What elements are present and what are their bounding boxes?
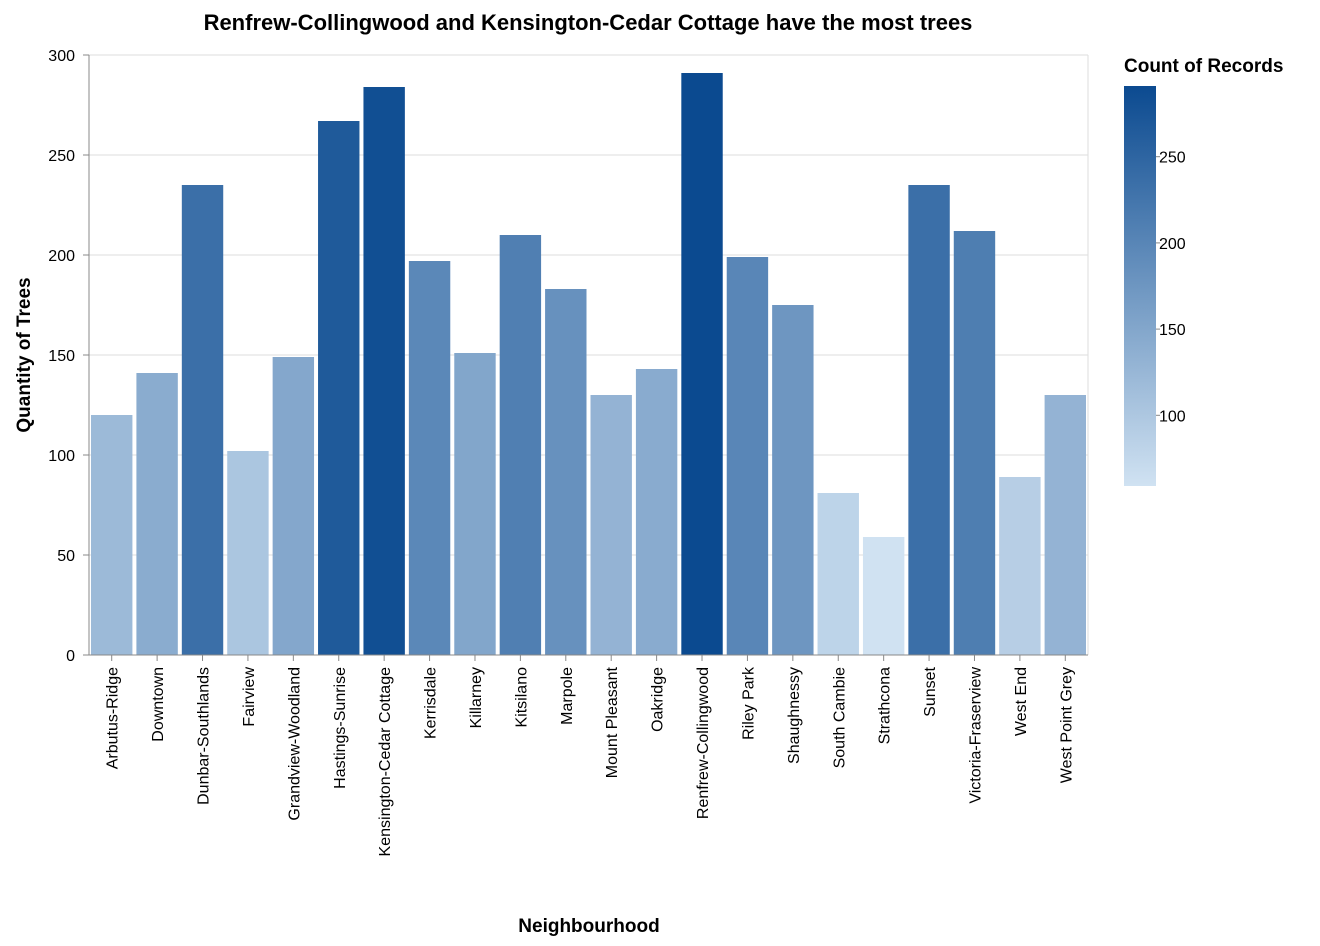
x-tick-label: South Cambie <box>831 667 848 768</box>
y-tick-label: 0 <box>66 648 75 665</box>
bar <box>318 121 360 655</box>
y-tick-label: 300 <box>48 48 75 65</box>
bar <box>726 257 769 655</box>
x-tick-label: Marpole <box>559 667 576 725</box>
bar <box>136 373 178 655</box>
bar <box>545 289 587 655</box>
x-tick-label: Kensington-Cedar Cottage <box>377 667 394 857</box>
x-tick-label: Riley Park <box>740 666 757 740</box>
axes: 0 50 100 150 200 250 300 Arbutus-Ridge Downtown D… <box>48 48 1088 856</box>
color-legend: Count of Records 100 150 200 250 <box>1124 56 1283 486</box>
x-tick-label: Fairview <box>241 667 258 727</box>
bar <box>953 231 996 655</box>
x-tick-label: Oakridge <box>650 667 667 732</box>
x-tick-label: Mount Pleasant <box>604 666 621 778</box>
y-tick-label: 150 <box>48 348 75 365</box>
x-tick-label: Kitsilano <box>513 667 530 728</box>
bar <box>227 451 269 655</box>
x-tick-label: West End <box>1013 667 1030 736</box>
x-tick-label: Dunbar-Southlands <box>196 667 213 805</box>
y-tick-label: 100 <box>48 448 75 465</box>
x-tick-label: Hastings-Sunrise <box>332 667 349 789</box>
bar <box>91 415 133 655</box>
bar <box>817 493 859 655</box>
x-tick-label: West Point Grey <box>1058 667 1075 783</box>
x-tick-label: Sunset <box>922 666 939 716</box>
x-tick-label: Shaughnessy <box>786 667 803 764</box>
bar <box>499 235 542 655</box>
x-tick-label: Kerrisdale <box>423 667 440 739</box>
y-tick-label: 50 <box>57 548 75 565</box>
x-tick-label: Victoria-Fraserview <box>967 667 984 804</box>
legend-gradient-bar <box>1124 86 1156 486</box>
bar <box>408 261 451 655</box>
bar <box>454 353 496 655</box>
x-axis-title: Neighbourhood <box>518 916 659 937</box>
x-tick-label: Killarney <box>468 667 485 728</box>
bar <box>999 477 1041 655</box>
bar <box>181 185 224 655</box>
bar <box>272 357 315 655</box>
legend-title: Count of Records <box>1124 56 1283 77</box>
y-tick-label: 200 <box>48 248 75 265</box>
x-tick-label: Renfrew-Collingwood <box>695 667 712 819</box>
legend-tick-label: 100 <box>1159 408 1186 425</box>
legend-tick-label: 250 <box>1159 150 1186 167</box>
y-axis-title: Quantity of Trees <box>14 277 35 432</box>
bar <box>363 87 405 655</box>
bar <box>908 185 950 655</box>
y-tick-label: 250 <box>48 148 75 165</box>
bar <box>681 73 723 655</box>
legend-tick-label: 200 <box>1159 236 1186 253</box>
bar <box>1044 395 1086 655</box>
bar <box>772 305 814 655</box>
bars <box>91 73 1086 655</box>
x-tick-label: Strathcona <box>877 667 894 744</box>
bar <box>862 537 905 655</box>
x-tick-label: Grandview-Woodland <box>286 667 303 821</box>
x-tick-label: Downtown <box>150 667 167 742</box>
chart-title: Renfrew-Collingwood and Kensington-Cedar… <box>204 10 973 35</box>
legend-tick-label: 150 <box>1159 322 1186 339</box>
bar <box>590 395 632 655</box>
bar <box>635 369 678 655</box>
x-tick-label: Arbutus-Ridge <box>105 667 122 769</box>
